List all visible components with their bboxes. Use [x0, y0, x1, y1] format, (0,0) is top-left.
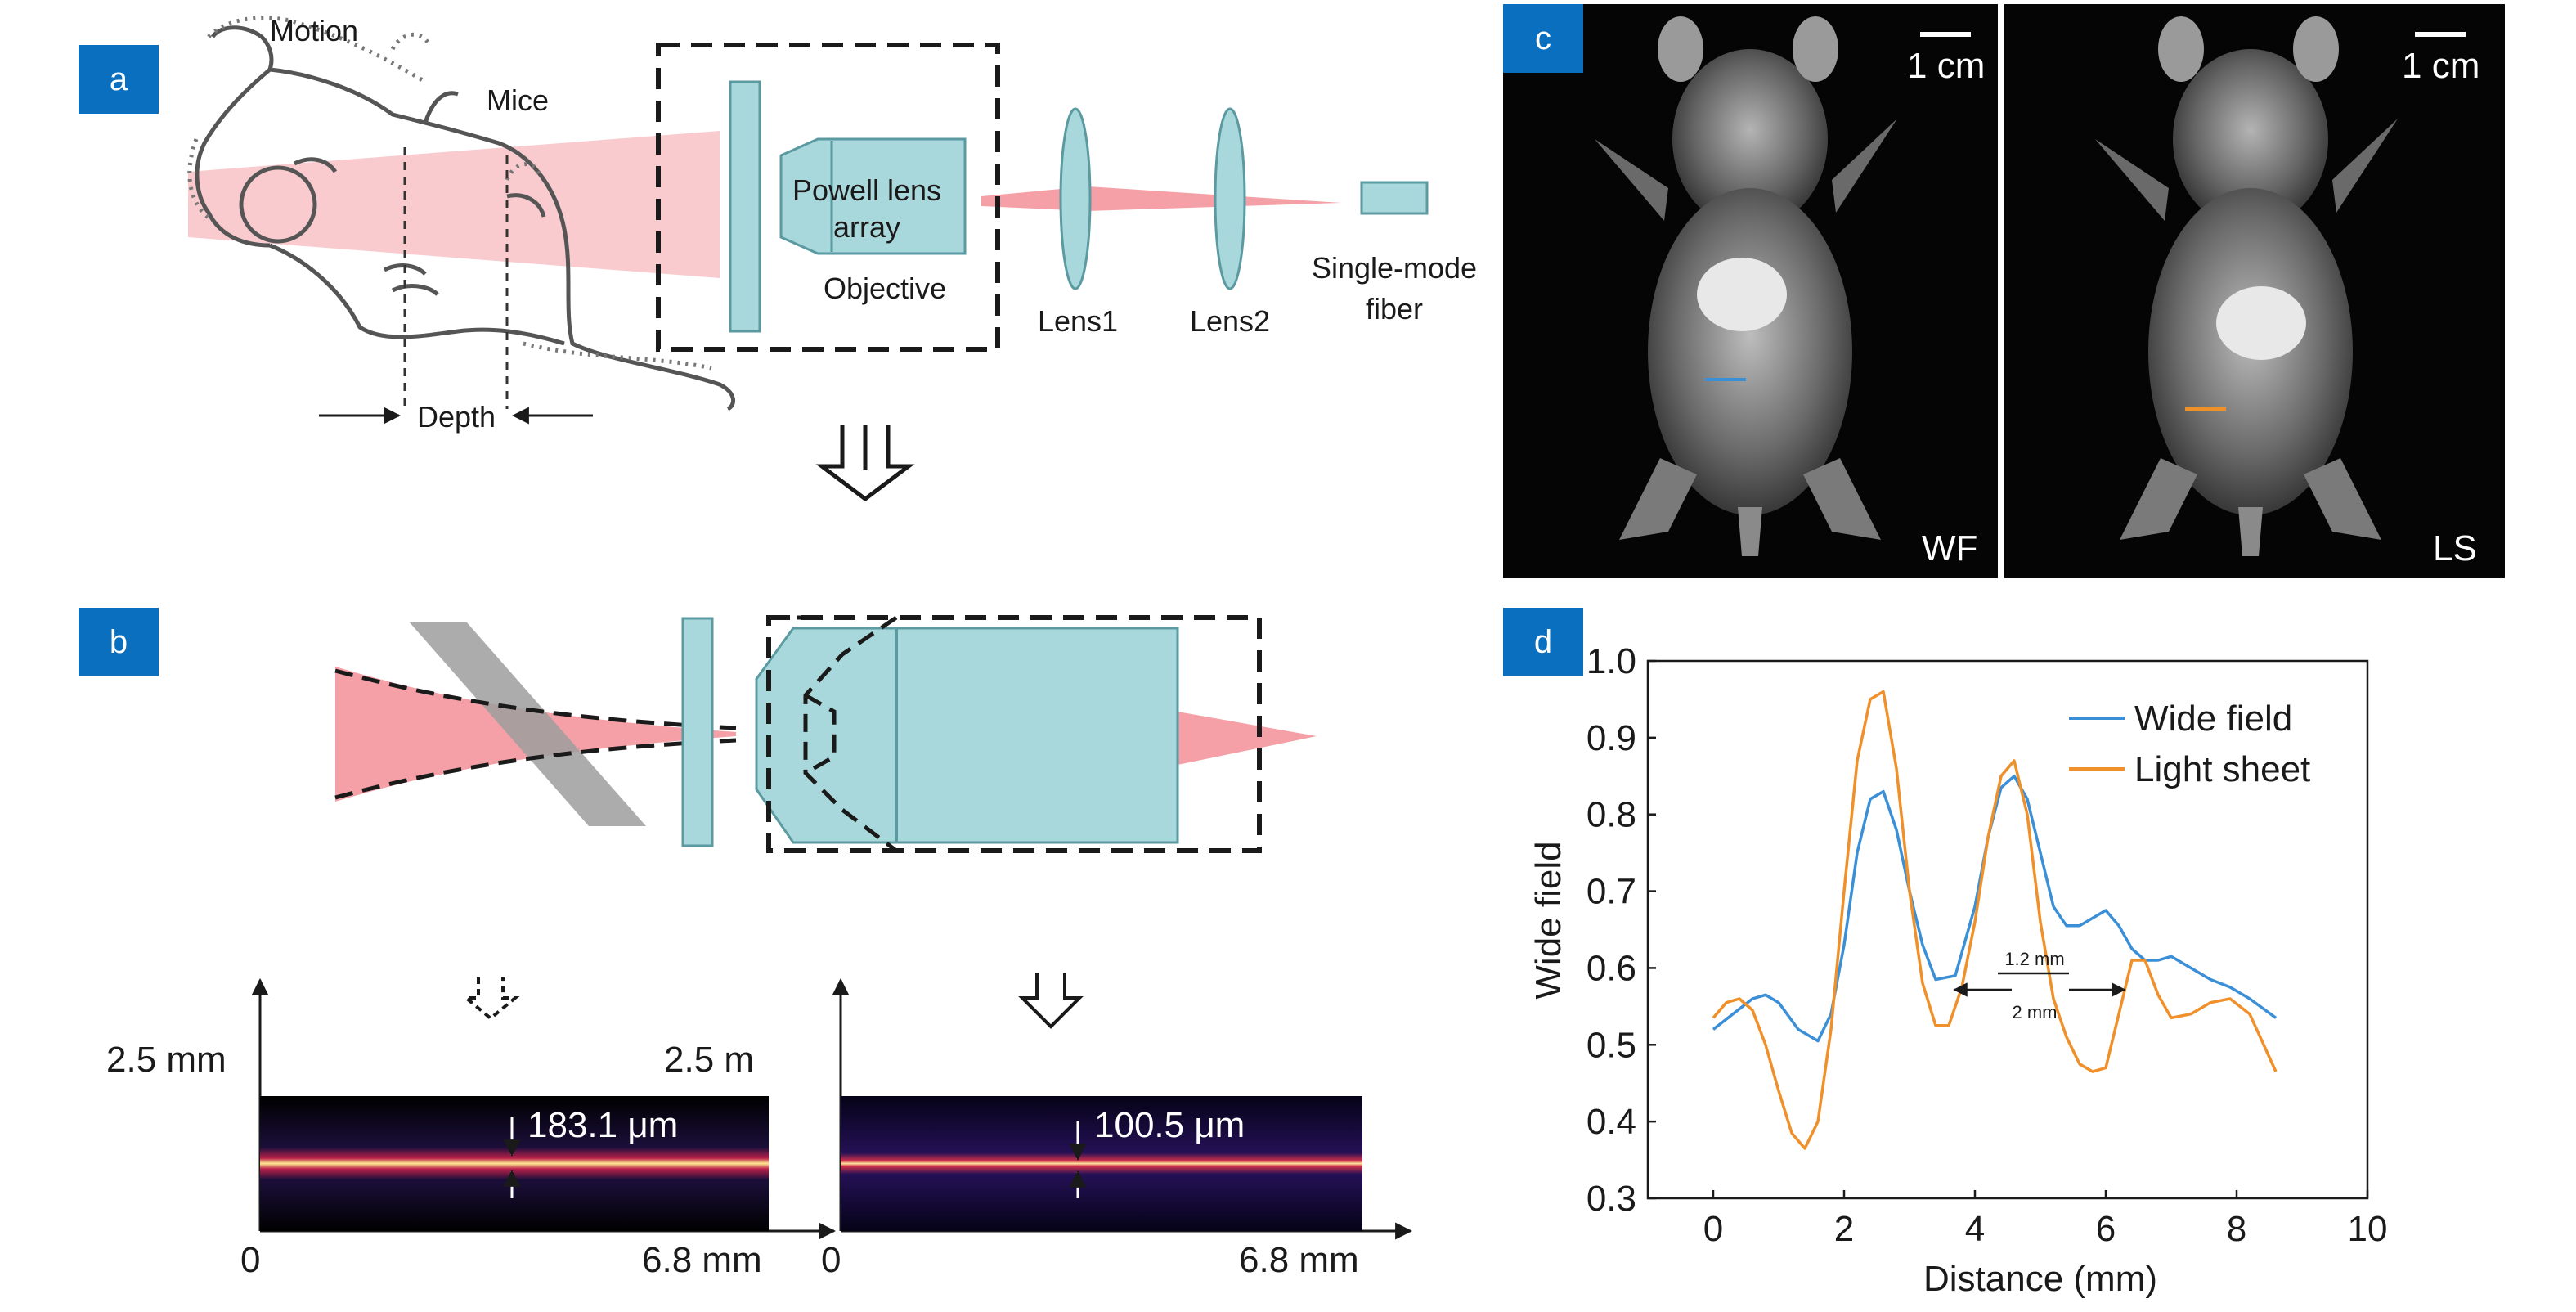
panel-a-badge-label: a: [110, 61, 128, 97]
right-beam-image: [841, 1096, 1362, 1231]
transition-arrow-down: [815, 425, 915, 502]
objective-b-plate: [681, 617, 714, 847]
left-x-start: 0: [240, 1240, 260, 1280]
x-tick-label: 4: [1965, 1209, 1985, 1249]
ls-scale-label: 1 cm: [2402, 46, 2480, 86]
panel-b-badge-label: b: [110, 624, 128, 660]
panel-d-badge-label: d: [1534, 624, 1552, 660]
left-dashed-arrow: [461, 977, 520, 1021]
right-x-end: 6.8 mm: [1239, 1240, 1359, 1280]
fiber-label-line2: fiber: [1366, 292, 1423, 326]
fwhm-inner-label: 1.2 mm: [2004, 949, 2064, 969]
beam-exit-right: [1178, 712, 1317, 765]
right-solid-arrow: [1018, 973, 1084, 1029]
beam-dashed-outline: [334, 668, 737, 800]
fiber-label-line1: Single-mode: [1312, 251, 1477, 285]
panel-b-badge: [79, 608, 159, 676]
legend-light-sheet-label: Light sheet: [2134, 749, 2310, 789]
x-tick-label: 8: [2227, 1209, 2246, 1249]
lens2-label: Lens2: [1190, 304, 1270, 338]
mouse-sketch: [195, 25, 735, 411]
y-tick-label: 0.6: [1586, 948, 1636, 988]
x-tick-label: 10: [2348, 1209, 2388, 1249]
powell-label-line1: Powell lens: [792, 173, 941, 207]
glass-plate: [409, 622, 646, 826]
wf-tag: WF: [1922, 528, 1977, 568]
x-tick-label: 2: [1834, 1209, 1854, 1249]
chart-plot-frame: [1646, 659, 2369, 1200]
powell-label-line2: array: [833, 210, 900, 244]
panel-c: c 1 c: [1503, 4, 2505, 578]
y-tick-label: 1.0: [1586, 641, 1636, 681]
y-tick-label: 0.7: [1586, 872, 1636, 912]
left-x-end: 6.8 mm: [642, 1240, 762, 1280]
lens2: [1214, 107, 1246, 290]
ls-mouse: [2095, 16, 2398, 556]
left-beam-image: [260, 1096, 769, 1231]
y-tick-label: 0.3: [1586, 1179, 1636, 1219]
wf-scale-label: 1 cm: [1907, 46, 1985, 86]
depth-label: Depth: [417, 400, 496, 434]
mice-label: Mice: [487, 83, 549, 117]
x-tick-label: 0: [1703, 1209, 1723, 1249]
series-line-light-sheet: [1712, 690, 2278, 1150]
chart-y-axis-title: Wide field: [1528, 841, 1568, 999]
wf-mouse: [1595, 16, 1897, 556]
ls-tag: LS: [2433, 528, 2477, 568]
series-line-wide-field: [1712, 775, 2278, 1043]
left-width-label: 183.1 μm: [527, 1105, 678, 1145]
objective-b-dashed-box: [766, 615, 1262, 853]
objective-box: [656, 43, 1000, 352]
y-tick-label: 0.8: [1586, 795, 1636, 835]
motion-dots: [187, 16, 712, 371]
right-x-start: 0: [821, 1240, 841, 1280]
panel-d-badge: [1503, 608, 1583, 676]
y-tick-label: 0.4: [1586, 1102, 1636, 1142]
panel-a: a Motion Mice Depth: [79, 14, 1477, 502]
fwhm-outer-label: 2 mm: [2013, 1002, 2058, 1022]
x-tick-label: 6: [2096, 1209, 2116, 1249]
profile-chart: 0.3 0.4 0.5 0.6 0.7 0.8 0.9 1.0 0 2 4 6 8 10: [1586, 641, 2388, 1249]
right-width-label: 100.5 μm: [1094, 1105, 1245, 1145]
single-mode-fiber: [1360, 181, 1429, 215]
panel-b: b 2.5 mm 0 6.8 mm 183.1 μm 2.5 m 0 6.8 m…: [79, 608, 1413, 1280]
legend-wide-field-label: Wide field: [2134, 699, 2292, 739]
beam-left: [188, 131, 720, 278]
motion-label: Motion: [270, 14, 358, 47]
objective-label: Objective: [824, 272, 946, 305]
powell-lens-array: [779, 137, 967, 255]
panel-a-badge: [79, 45, 159, 114]
beam-right: [981, 186, 1341, 211]
lens1: [1059, 107, 1092, 290]
y-tick-label: 0.5: [1586, 1025, 1636, 1065]
objective-front-plate: [729, 80, 761, 333]
panel-d: d 0.3 0.4 0.5 0.6 0.7 0.8 0.9 1.0 0 2 4 6 8 10 Distan…: [1503, 608, 2387, 1299]
powell-b-dashed: [769, 615, 898, 852]
left-y-label: 2.5 mm: [106, 1040, 227, 1080]
panel-c-badge: [1503, 4, 1583, 73]
chart-x-axis-title: Distance (mm): [1923, 1259, 2157, 1299]
lens1-label: Lens1: [1038, 304, 1118, 338]
y-tick-label: 0.9: [1586, 718, 1636, 758]
panel-c-badge-label: c: [1535, 20, 1551, 56]
objective-b-body: [755, 627, 1179, 844]
right-y-label: 2.5 m: [664, 1040, 754, 1080]
